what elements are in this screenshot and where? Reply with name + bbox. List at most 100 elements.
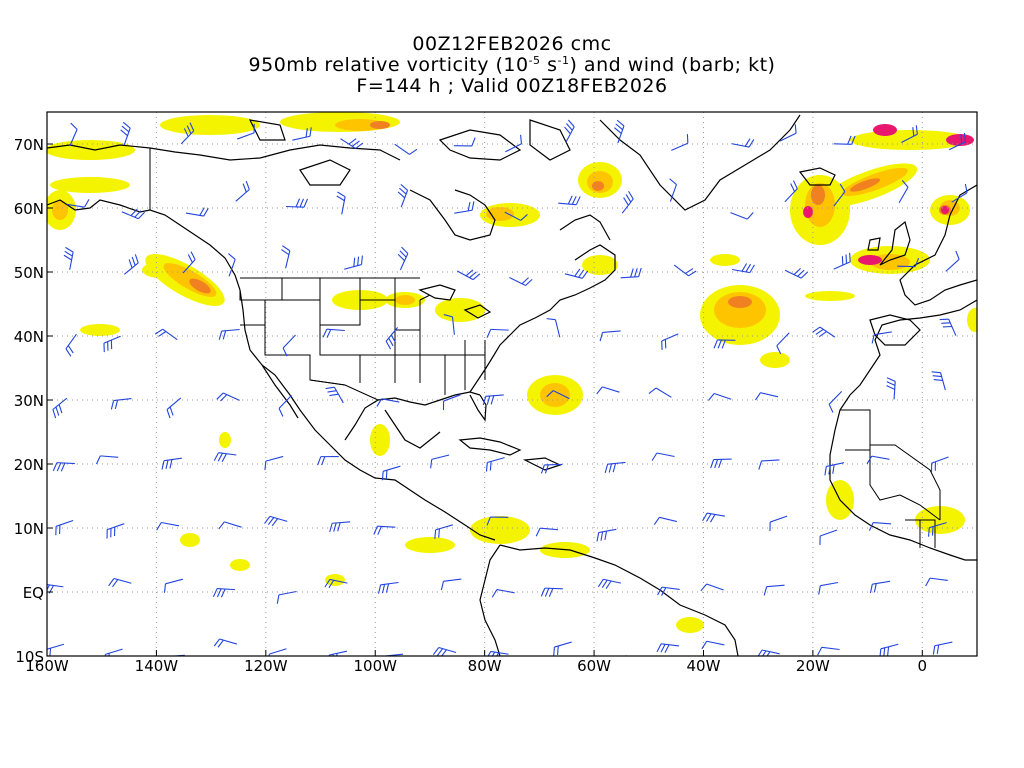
lat-tick-label: 70N <box>14 136 44 154</box>
wind-barb <box>546 390 570 400</box>
title-line-2: 950mb relative vorticity (10-5 s-1) and … <box>248 54 776 76</box>
wind-barb <box>65 333 77 357</box>
wind-barb <box>213 452 237 462</box>
wind-barb <box>482 394 504 406</box>
lon-tick-label: 120W <box>244 657 288 675</box>
wind-barb <box>381 465 401 481</box>
wind-barb <box>869 580 891 594</box>
wind-barb <box>702 512 725 523</box>
wind-barb <box>106 523 125 539</box>
wind-barb <box>430 454 450 469</box>
wind-barb <box>564 119 575 143</box>
wind-barb <box>154 328 178 341</box>
wind-barb <box>939 318 957 336</box>
wind-barb <box>930 456 949 473</box>
wind-barb <box>710 458 732 469</box>
title-line-1: 00Z12FEB2026 cmc <box>412 33 612 55</box>
wind-barb <box>453 137 476 147</box>
wind-barb <box>932 641 953 655</box>
wind-barb <box>754 392 779 401</box>
lon-tick-label: 160W <box>25 657 69 675</box>
wind-barb <box>397 183 409 208</box>
wind-barb <box>621 190 634 214</box>
wind-barb <box>879 643 899 656</box>
wind-barb <box>596 528 617 542</box>
wind-barbs <box>47 119 968 656</box>
wind-barb <box>596 386 620 395</box>
wind-barb <box>325 386 344 404</box>
wind-barb <box>730 212 754 220</box>
wind-barb <box>673 264 697 277</box>
wind-barb <box>812 326 836 338</box>
wind-barb <box>454 201 475 214</box>
wind-barb <box>769 515 788 532</box>
wind-barb <box>120 121 131 146</box>
wind-barb <box>216 392 240 402</box>
wind-barb <box>758 459 780 470</box>
wind-barb <box>604 461 626 474</box>
wind-barb <box>63 246 74 270</box>
wind-barb <box>897 257 920 268</box>
wind-barb <box>156 521 180 531</box>
lat-tick-label: EQ <box>23 584 44 602</box>
wind-barb <box>281 245 291 269</box>
wind-barb <box>278 394 292 417</box>
wind-barb <box>442 394 461 411</box>
wind-barb <box>185 207 209 217</box>
coastlines <box>47 114 977 656</box>
lon-tick-label: 20W <box>796 657 830 675</box>
lon-tick-label: 80W <box>468 657 502 675</box>
wind-barb <box>443 314 455 335</box>
lat-tick-label: 30N <box>14 392 44 410</box>
lon-tick-label: 60W <box>577 657 611 675</box>
wind-barb <box>866 455 890 465</box>
wind-barb <box>546 318 561 338</box>
wind-barb <box>925 577 948 587</box>
wind-barb <box>648 387 672 398</box>
wind-barb <box>285 198 309 208</box>
wind-barb <box>218 521 242 530</box>
wind-barb <box>653 516 678 526</box>
wind-barb <box>818 581 839 595</box>
wind-barb <box>558 195 581 206</box>
wind-barb <box>397 246 409 271</box>
wind-barb <box>329 521 351 533</box>
wind-barb <box>931 371 946 391</box>
wind-barb <box>948 132 966 151</box>
wind-barb <box>282 334 296 357</box>
wind-barb <box>828 391 843 413</box>
wind-barb <box>817 646 840 656</box>
map-frame <box>46 111 978 657</box>
wind-barb <box>292 127 312 141</box>
wind-barb <box>599 330 621 342</box>
wind-barb <box>731 138 755 148</box>
wind-barb <box>732 263 755 274</box>
wind-barb <box>700 583 724 592</box>
wind-barb <box>166 397 182 419</box>
wind-barb <box>322 328 345 338</box>
wind-barb <box>317 456 339 466</box>
wind-barb <box>52 397 68 419</box>
wind-barb <box>708 392 732 401</box>
wind-barb <box>163 578 184 593</box>
vorticity-shading <box>47 112 977 633</box>
lon-tick-label: 0 <box>918 657 928 675</box>
wind-barb <box>121 208 145 220</box>
lat-tick-label: 40N <box>14 328 44 346</box>
wind-barb <box>669 178 677 202</box>
wind-barb <box>656 643 680 654</box>
wind-barb <box>218 328 240 340</box>
wind-barb <box>701 640 725 650</box>
wind-barb <box>757 649 780 656</box>
plot-title: 00Z12FEB2026 cmc 950mb relative vorticit… <box>0 34 1024 97</box>
wind-barb <box>833 135 856 145</box>
lon-tick-label: 100W <box>354 657 398 675</box>
wind-barb <box>55 519 74 536</box>
wind-barb <box>486 516 509 526</box>
wind-barb <box>651 452 675 461</box>
map-axes: 160W 140W 120W 100W 80W 60W 40W 20W 0 10S EQ 10N 20N… <box>14 136 927 675</box>
lat-tick-label: 20N <box>14 456 44 474</box>
wind-barb <box>491 588 515 598</box>
lat-tick-label: 50N <box>14 264 44 282</box>
wind-barb <box>344 255 363 270</box>
